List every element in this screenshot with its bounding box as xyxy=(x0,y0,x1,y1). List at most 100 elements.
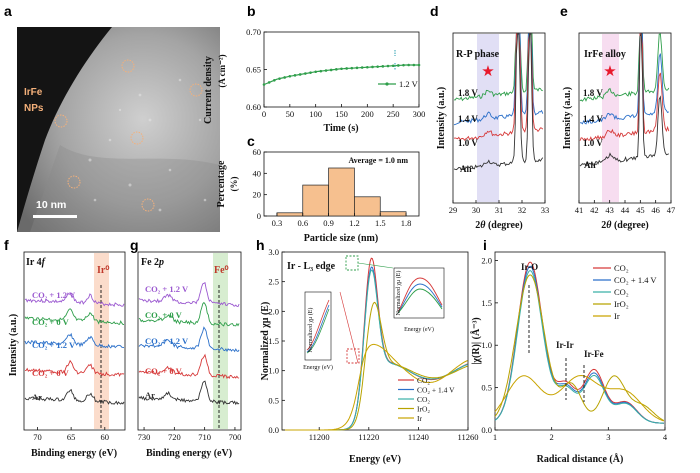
e-curve-1 xyxy=(579,33,670,125)
panel-letter-c: c xyxy=(247,133,255,149)
marker-g: Fe⁰ xyxy=(214,265,229,276)
title-f: Ir 4f xyxy=(26,257,47,268)
c-ytick-label-3: 60 xyxy=(253,147,262,157)
ticks-d: 29 30 31 32 33 xyxy=(449,200,549,215)
ticks-c: 0.3 0.6 0.9 1.2 1.5 1.8 0 20 40 60 xyxy=(253,147,412,228)
d-xtick-label-3: 32 xyxy=(518,205,527,215)
g-xtick-label-1: 720 xyxy=(168,432,181,442)
xlabel-c: Particle size (nm) xyxy=(304,233,378,244)
b-point-46 xyxy=(381,65,385,68)
b-xtick-label-1: 50 xyxy=(286,109,295,119)
h-legend-label-0: CO₂ xyxy=(417,376,430,385)
label-g-1: CO₂ + 0 V xyxy=(145,310,183,320)
label-g-2: CO₂ + 1.2 V xyxy=(145,336,189,346)
b-xtick-label-0: 0 xyxy=(262,109,266,119)
i-ytick-label-3: 1.5 xyxy=(481,298,492,308)
e-xtick-label-1: 42 xyxy=(590,205,599,215)
legend-label-b: 1.2 V xyxy=(399,79,419,89)
ylabel-d: Intensity (a.u.) xyxy=(436,87,447,150)
f-xtick-label-0: 70 xyxy=(33,432,42,442)
b-xtick-label-3: 150 xyxy=(335,109,348,119)
b-point-50 xyxy=(391,64,395,68)
b-point-22 xyxy=(319,69,323,73)
h-xtick-label-1: 11220 xyxy=(358,432,379,442)
label-g-3: CO₂ + 0 V xyxy=(145,366,183,376)
c-xtick-label-0: 0.3 xyxy=(272,218,283,228)
peak-label-1: Ir-Ir xyxy=(556,340,574,350)
curves-h xyxy=(282,257,468,431)
xlabel-d: 2θ (degree) xyxy=(475,220,523,231)
g-curve-3 xyxy=(138,353,240,379)
h-ytick-label-5: 2.5 xyxy=(268,277,279,287)
ylabel-c: Percentage xyxy=(216,160,227,208)
g-xtick-label-2: 710 xyxy=(198,432,211,442)
b-point-18 xyxy=(309,71,312,74)
label-e-3: Air xyxy=(584,160,597,170)
b-point-38 xyxy=(360,66,364,69)
inset-left-ylabel: Normalized χμ (E) xyxy=(307,308,314,353)
c-xtick-label-5: 1.8 xyxy=(401,218,412,228)
b-point-36 xyxy=(355,66,359,70)
c-bar-0.9-1.2 xyxy=(328,167,355,217)
panel-letter-h: h xyxy=(256,237,265,253)
g-curve-2 xyxy=(138,326,240,353)
tem-particles xyxy=(88,78,207,212)
b-point-4 xyxy=(273,79,276,82)
xlabel-h: Energy (eV) xyxy=(349,454,401,465)
d-curve-3 xyxy=(453,33,544,172)
ticks-h: 11200 11220 11240 11260 0.0 0.5 1.0 1.5 2.0 2.5 3.… xyxy=(268,247,478,442)
h-xtick-label-0: 11200 xyxy=(309,432,330,442)
c-ytick-label-0: 0 xyxy=(257,211,261,221)
zoom-connector-1 xyxy=(357,262,394,269)
curves-g xyxy=(138,282,240,406)
inset-right-xlabel: Energy (eV) xyxy=(404,326,434,333)
i-curve-4 xyxy=(494,374,665,422)
h-ytick-label-1: 0.5 xyxy=(268,395,279,405)
i-xtick-label-2: 3 xyxy=(606,432,610,442)
label-d-3: Air xyxy=(460,164,473,174)
i-curve-1 xyxy=(494,265,664,424)
axes-frame-g xyxy=(137,251,242,431)
star-icon-e: ★ xyxy=(603,64,616,80)
ylabel-b: Current density xyxy=(203,56,214,124)
marker-f: Ir⁰ xyxy=(97,265,109,276)
b-ytick-label-2: 0.70 xyxy=(246,27,261,37)
i-curve-0 xyxy=(494,261,664,424)
panel-letter-d: d xyxy=(430,3,439,19)
highlight-band-f xyxy=(94,253,109,429)
d-xtick-label-1: 30 xyxy=(472,205,481,215)
e-xtick-label-2: 43 xyxy=(605,205,614,215)
f-curve-1 xyxy=(24,308,125,325)
b-xtick-label-6: 300 xyxy=(413,109,426,119)
xlabel-g: Binding energy (eV) xyxy=(146,448,232,459)
i-ytick-label-0: 0.0 xyxy=(481,425,492,435)
zoom-box-top xyxy=(345,255,359,271)
i-xtick-label-3: 4 xyxy=(663,432,668,442)
c-bar-1.2-1.5 xyxy=(354,196,381,217)
xlabel-b: Time (s) xyxy=(323,123,358,134)
panel-letter-a: a xyxy=(4,3,12,19)
ylabel-i: |χ(R)| (Å⁻³) xyxy=(470,317,482,365)
i-ytick-label-1: 0.5 xyxy=(481,383,492,393)
panel-letter-f: f xyxy=(4,237,9,253)
label-e-2: 1.0 V xyxy=(583,138,603,148)
e-xtick-label-5: 46 xyxy=(651,205,660,215)
label-g-0: CO₂ + 1.2 V xyxy=(145,284,189,294)
b-point-20 xyxy=(314,70,317,74)
i-ytick-label-4: 2.0 xyxy=(481,255,492,265)
panel-h: h 11200 11220 11240 11260 0.0 0.5 1.0 1.5 2.0 2.5… xyxy=(256,237,478,465)
tem-label-irfe: IrFe xyxy=(24,87,43,98)
e-xtick-label-6: 47 xyxy=(667,205,676,215)
b-point-52 xyxy=(397,64,400,67)
e-curve-0 xyxy=(579,33,670,102)
panel-letter-g: g xyxy=(130,237,139,253)
h-legend-label-3: IrO₂ xyxy=(417,405,430,414)
inset-right-ylabel: Normalized χμ (E) xyxy=(395,271,402,316)
highlight-band-d xyxy=(477,34,499,202)
h-legend-label-1: CO₂ + 1.4 V xyxy=(417,386,455,395)
xlabel-f: Binding energy (eV) xyxy=(31,448,117,459)
b-point-8 xyxy=(283,76,286,79)
label-f-4: Ar xyxy=(32,392,42,402)
panel-d: d 29 30 31 32 33 R-P phase ★ 1.8 V 1.4 V 1.0… xyxy=(430,3,549,231)
legend-marker-b xyxy=(385,82,389,86)
